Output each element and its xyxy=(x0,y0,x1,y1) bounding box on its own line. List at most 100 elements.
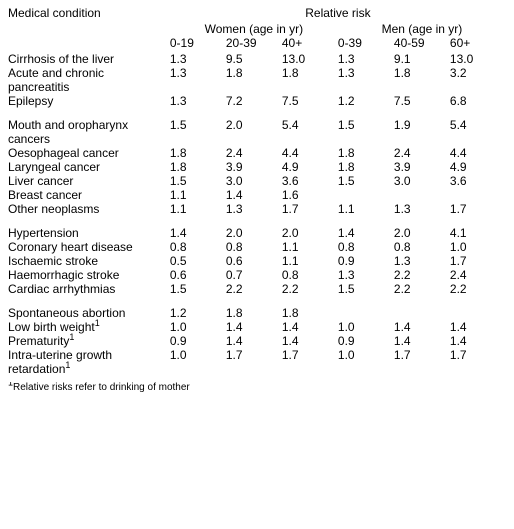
value-cell: 4.1 xyxy=(450,216,506,240)
value-cell xyxy=(338,296,394,320)
value-cell: 4.4 xyxy=(450,146,506,160)
value-cell: 1.3 xyxy=(226,202,282,216)
value-cell: 2.0 xyxy=(282,216,338,240)
value-cell xyxy=(394,188,450,202)
value-cell: 1.5 xyxy=(170,282,226,296)
col-w-40p: 40+ xyxy=(282,36,338,52)
value-cell: 1.1 xyxy=(170,202,226,216)
value-cell: 13.0 xyxy=(282,52,338,66)
condition-label: Prematurity1 xyxy=(8,334,170,348)
value-cell: 3.0 xyxy=(394,174,450,188)
value-cell: 3.0 xyxy=(226,174,282,188)
value-cell: 4.9 xyxy=(450,160,506,174)
value-cell: 0.8 xyxy=(394,240,450,254)
value-cell: 3.9 xyxy=(394,160,450,174)
value-cell: 1.4 xyxy=(170,216,226,240)
col-m-60p: 60+ xyxy=(450,36,506,52)
value-cell: 9.1 xyxy=(394,52,450,66)
value-cell: 13.0 xyxy=(450,52,506,66)
value-cell: 1.5 xyxy=(338,108,394,146)
value-cell: 9.5 xyxy=(226,52,282,66)
value-cell: 1.4 xyxy=(226,320,282,334)
value-cell: 1.4 xyxy=(226,334,282,348)
value-cell: 1.3 xyxy=(394,202,450,216)
value-cell: 3.2 xyxy=(450,66,506,94)
value-cell: 4.9 xyxy=(282,160,338,174)
value-cell: 2.0 xyxy=(226,216,282,240)
value-cell: 0.8 xyxy=(282,268,338,282)
value-cell: 1.6 xyxy=(282,188,338,202)
value-cell: 7.2 xyxy=(226,94,282,108)
value-cell: 1.1 xyxy=(338,202,394,216)
value-cell: 1.4 xyxy=(450,320,506,334)
value-cell: 1.1 xyxy=(282,240,338,254)
value-cell: 2.4 xyxy=(226,146,282,160)
condition-label: Acute and chronic pancreatitis xyxy=(8,66,170,94)
condition-label: Breast cancer xyxy=(8,188,170,202)
header-women: Women (age in yr) xyxy=(170,22,338,36)
value-cell: 1.7 xyxy=(450,348,506,376)
value-cell: 2.2 xyxy=(282,282,338,296)
value-cell: 1.4 xyxy=(226,188,282,202)
condition-label: Oesophageal cancer xyxy=(8,146,170,160)
value-cell: 1.8 xyxy=(226,296,282,320)
value-cell: 2.2 xyxy=(450,282,506,296)
condition-label: Haemorrhagic stroke xyxy=(8,268,170,282)
value-cell: 5.4 xyxy=(450,108,506,146)
value-cell: 2.0 xyxy=(226,108,282,146)
value-cell: 1.8 xyxy=(338,160,394,174)
value-cell: 1.0 xyxy=(338,320,394,334)
value-cell: 1.5 xyxy=(170,174,226,188)
condition-label: Cirrhosis of the liver xyxy=(8,52,170,66)
value-cell: 5.4 xyxy=(282,108,338,146)
condition-label: Mouth and oropharynx cancers xyxy=(8,108,170,146)
footnote: 1Relative risks refer to drinking of mot… xyxy=(8,382,506,393)
condition-label: Liver cancer xyxy=(8,174,170,188)
value-cell: 1.8 xyxy=(282,296,338,320)
value-cell: 1.5 xyxy=(338,282,394,296)
value-cell: 0.7 xyxy=(226,268,282,282)
value-cell: 3.6 xyxy=(450,174,506,188)
value-cell: 1.0 xyxy=(338,348,394,376)
value-cell: 1.2 xyxy=(170,296,226,320)
condition-label: Other neoplasms xyxy=(8,202,170,216)
condition-label: Epilepsy xyxy=(8,94,170,108)
footnote-text: Relative risks refer to drinking of moth… xyxy=(13,382,190,393)
value-cell xyxy=(338,188,394,202)
value-cell: 0.8 xyxy=(226,240,282,254)
value-cell: 1.1 xyxy=(170,188,226,202)
value-cell: 2.0 xyxy=(394,216,450,240)
value-cell: 1.7 xyxy=(282,202,338,216)
value-cell: 1.3 xyxy=(170,94,226,108)
col-w-0-19: 0-19 xyxy=(170,36,226,52)
value-cell: 6.8 xyxy=(450,94,506,108)
value-cell: 0.9 xyxy=(338,254,394,268)
value-cell: 1.8 xyxy=(282,66,338,94)
header-men: Men (age in yr) xyxy=(338,22,506,36)
value-cell: 2.2 xyxy=(394,282,450,296)
condition-label: Laryngeal cancer xyxy=(8,160,170,174)
value-cell: 0.5 xyxy=(170,254,226,268)
value-cell: 0.8 xyxy=(170,240,226,254)
condition-label: Ischaemic stroke xyxy=(8,254,170,268)
value-cell: 1.4 xyxy=(282,334,338,348)
value-cell: 2.2 xyxy=(394,268,450,282)
value-cell: 1.7 xyxy=(450,202,506,216)
value-cell: 1.3 xyxy=(338,268,394,282)
value-cell: 1.9 xyxy=(394,108,450,146)
value-cell: 2.2 xyxy=(226,282,282,296)
value-cell: 1.3 xyxy=(394,254,450,268)
value-cell: 1.3 xyxy=(170,52,226,66)
header-medical-condition: Medical condition xyxy=(8,6,170,22)
value-cell xyxy=(450,188,506,202)
value-cell: 7.5 xyxy=(282,94,338,108)
value-cell: 1.4 xyxy=(394,334,450,348)
col-m-0-39: 0-39 xyxy=(338,36,394,52)
value-cell: 1.5 xyxy=(338,174,394,188)
value-cell: 1.8 xyxy=(170,160,226,174)
value-cell: 1.4 xyxy=(338,216,394,240)
value-cell: 1.0 xyxy=(170,348,226,376)
header-relative-risk: Relative risk xyxy=(170,6,506,22)
value-cell: 1.5 xyxy=(170,108,226,146)
value-cell: 3.9 xyxy=(226,160,282,174)
